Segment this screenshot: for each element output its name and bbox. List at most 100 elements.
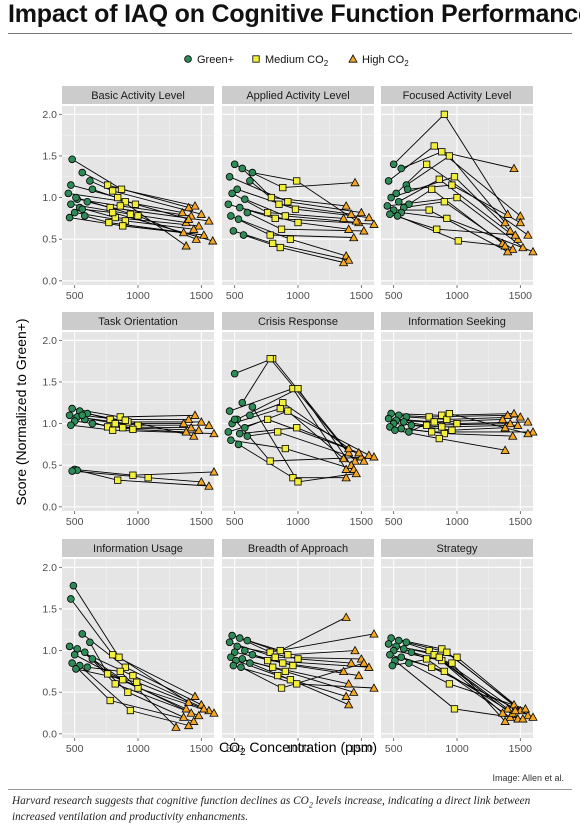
chart-area: Green+ Medium CO2 High CO2 Basic Activity … xyxy=(8,34,572,764)
facet-panel: Information Usage 500 1000 1500 0.0 0.5 1.0 1.5… xyxy=(42,539,219,755)
medium-point xyxy=(428,185,436,193)
medium-point xyxy=(144,474,152,482)
high-point xyxy=(508,431,518,440)
facet-strip xyxy=(62,86,214,104)
medium-point xyxy=(111,680,119,688)
green-point xyxy=(86,638,94,647)
medium-point xyxy=(267,193,276,202)
high-point xyxy=(500,241,510,250)
facet-strip-label: Information Seeking xyxy=(408,316,506,328)
x-tick-label: 500 xyxy=(66,743,84,755)
medium-point xyxy=(121,416,129,424)
medium-point xyxy=(116,202,124,210)
x-tick-label: 500 xyxy=(385,516,403,528)
medium-point xyxy=(289,474,297,482)
high-point xyxy=(520,704,531,713)
facet-strip xyxy=(381,539,533,557)
x-tick-label: 1000 xyxy=(286,743,310,755)
medium-point xyxy=(274,671,282,680)
medium-point xyxy=(428,663,436,671)
caption-text-before: Harvard research suggests that cognitive… xyxy=(12,795,309,807)
high-point xyxy=(204,216,214,225)
facet-strip xyxy=(222,86,374,104)
high-point xyxy=(346,209,356,218)
high-point xyxy=(518,714,528,723)
medium-point xyxy=(448,659,456,667)
medium-point xyxy=(277,684,286,692)
green-point xyxy=(70,208,79,217)
green-point xyxy=(403,185,412,194)
high-point xyxy=(204,420,214,429)
facet-panel: Focused Activity Level 500 1000 1500 xyxy=(381,86,538,302)
y-tick-label: 0.5 xyxy=(42,687,57,699)
medium-point xyxy=(106,696,114,705)
medium-point xyxy=(263,656,272,665)
legend-label: Green+ xyxy=(197,54,234,66)
green-point xyxy=(397,653,406,662)
title-divider xyxy=(8,33,572,34)
high-point xyxy=(181,704,191,713)
high-point xyxy=(209,467,219,476)
x-tick-label: 1500 xyxy=(190,743,214,755)
green-point xyxy=(72,193,80,202)
green-point xyxy=(386,210,394,219)
high-point xyxy=(343,699,354,709)
high-point xyxy=(190,691,200,700)
facet-panel: Basic Activity Level 500 1000 1500 0.0 0.5 1.0… xyxy=(42,86,218,302)
medium-point xyxy=(284,198,292,206)
facet-panel: Applied Activity Level 500 1000 1500 xyxy=(222,86,379,302)
facet-panel: Task Orientation 500 1000 1500 0.0 0.5 1.0 1.5 2… xyxy=(42,312,219,528)
medium-point xyxy=(121,663,129,671)
medium-point xyxy=(422,655,431,663)
medium-point xyxy=(425,646,433,655)
high-point xyxy=(359,456,369,465)
medium-point xyxy=(438,411,446,419)
high-point xyxy=(350,177,360,187)
medium-point xyxy=(448,181,456,189)
green-point xyxy=(243,432,252,440)
medium-point xyxy=(448,426,456,434)
high-point xyxy=(338,666,349,675)
high-point xyxy=(513,420,523,429)
green-point xyxy=(78,411,87,420)
medium-point xyxy=(119,424,127,432)
high-point xyxy=(364,662,374,671)
y-tick-label: 1.0 xyxy=(42,418,57,430)
green-point xyxy=(67,421,75,430)
medium-point xyxy=(430,418,438,426)
medium-point xyxy=(263,415,272,424)
high-point xyxy=(208,236,218,245)
green-point xyxy=(78,630,87,638)
y-axis-title: Score (Normalized to Green+) xyxy=(13,318,29,505)
green-point xyxy=(88,419,97,428)
high-point xyxy=(338,453,349,463)
facet-strip-label: Information Usage xyxy=(93,543,183,555)
x-tick-label: 1000 xyxy=(445,290,469,302)
green-point xyxy=(88,655,97,663)
medium-point xyxy=(124,688,132,696)
y-tick-label: 0.0 xyxy=(42,501,57,513)
high-point xyxy=(183,720,194,730)
medium-point xyxy=(422,421,431,429)
faceted-scatter-chart: Green+ Medium CO2 High CO2 Basic Activity … xyxy=(13,54,538,758)
facet-strip-label: Basic Activity Level xyxy=(91,90,185,102)
high-point xyxy=(183,697,194,706)
high-point xyxy=(369,629,379,638)
y-tick-label: 1.5 xyxy=(42,376,57,388)
green-point xyxy=(235,203,244,212)
high-point xyxy=(500,422,510,432)
high-point xyxy=(505,226,515,235)
legend-circle-icon xyxy=(184,55,192,63)
medium-point xyxy=(275,200,283,208)
high-point xyxy=(354,447,364,457)
green-point xyxy=(67,181,75,189)
green-point xyxy=(407,648,416,657)
medium-point xyxy=(133,678,141,686)
high-point xyxy=(509,163,519,173)
green-point xyxy=(229,661,238,670)
green-point xyxy=(243,636,252,645)
medium-point xyxy=(129,671,137,680)
high-point xyxy=(341,612,351,621)
high-point xyxy=(196,477,207,486)
medium-point xyxy=(116,667,124,675)
